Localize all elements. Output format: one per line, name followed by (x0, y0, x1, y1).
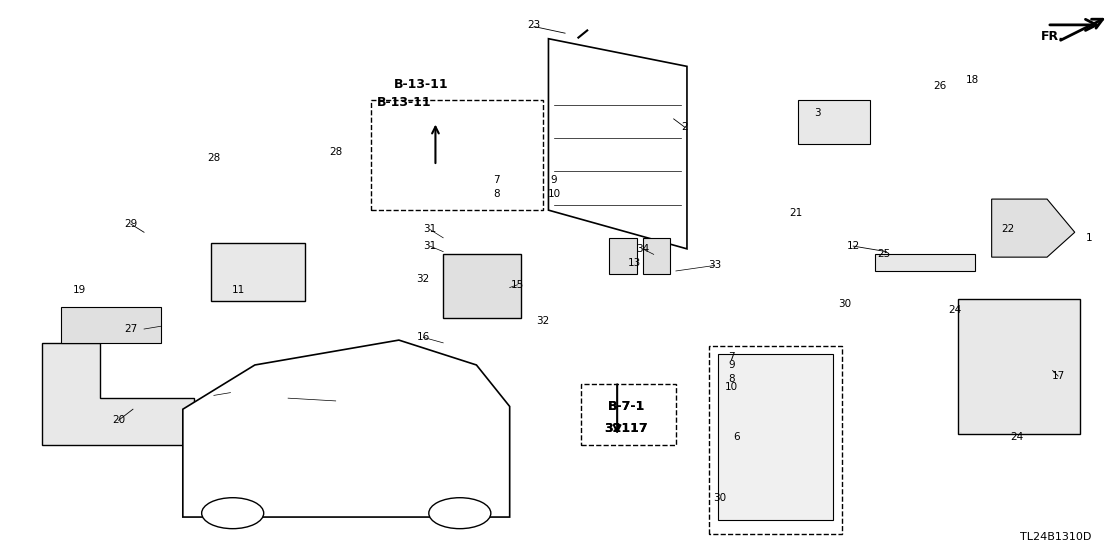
Polygon shape (798, 100, 870, 144)
Text: 24: 24 (1010, 432, 1024, 442)
Text: 29: 29 (124, 219, 137, 229)
Text: 17: 17 (1051, 371, 1065, 381)
Text: 3: 3 (814, 108, 821, 118)
Text: 31: 31 (423, 225, 437, 234)
Text: 32: 32 (417, 274, 430, 284)
Text: 31: 31 (423, 241, 437, 251)
Text: 34: 34 (636, 244, 649, 254)
Polygon shape (548, 39, 687, 249)
Text: 11: 11 (232, 285, 245, 295)
Text: 7: 7 (493, 175, 500, 185)
Text: 13: 13 (628, 258, 642, 268)
Polygon shape (609, 238, 637, 274)
Text: 28: 28 (207, 153, 220, 163)
Text: 1: 1 (1086, 233, 1092, 243)
Text: TL24B1310D: TL24B1310D (1020, 532, 1091, 542)
Text: 12: 12 (847, 241, 860, 251)
Text: 15: 15 (511, 280, 524, 290)
Polygon shape (643, 238, 670, 274)
Polygon shape (875, 254, 975, 271)
Text: 10: 10 (547, 189, 561, 199)
Text: B-7-1: B-7-1 (607, 400, 645, 413)
Text: 20: 20 (112, 415, 125, 425)
Text: 19: 19 (73, 285, 86, 295)
Text: 26: 26 (933, 81, 946, 91)
Polygon shape (443, 254, 521, 318)
Text: 24: 24 (948, 305, 962, 315)
Text: 30: 30 (714, 493, 727, 503)
Text: 7: 7 (728, 352, 735, 362)
Text: 32117: 32117 (604, 422, 648, 435)
Text: B-7-1: B-7-1 (607, 400, 645, 413)
Polygon shape (958, 299, 1080, 434)
Text: FR.: FR. (1040, 30, 1064, 44)
Text: 16: 16 (417, 332, 430, 342)
Text: 10: 10 (725, 382, 738, 392)
Text: 23: 23 (527, 20, 541, 30)
Text: 9: 9 (551, 175, 557, 185)
Text: 27: 27 (124, 324, 137, 334)
Text: 21: 21 (789, 208, 802, 218)
Polygon shape (42, 343, 194, 445)
Text: 25: 25 (878, 249, 891, 259)
Circle shape (429, 498, 491, 529)
Text: 6: 6 (733, 432, 740, 442)
Text: 32117: 32117 (604, 422, 648, 435)
Text: 32: 32 (536, 316, 550, 326)
Polygon shape (183, 340, 510, 517)
Text: 30: 30 (838, 299, 851, 309)
Text: B-13-11: B-13-11 (377, 96, 432, 109)
Text: 18: 18 (966, 75, 979, 85)
Text: 8: 8 (728, 374, 735, 384)
Text: B-13-11: B-13-11 (393, 78, 449, 91)
Polygon shape (992, 199, 1075, 257)
Text: 2: 2 (681, 122, 688, 132)
Polygon shape (61, 307, 161, 343)
Text: 28: 28 (329, 147, 342, 157)
Text: 9: 9 (728, 360, 735, 370)
Text: 8: 8 (493, 189, 500, 199)
Circle shape (202, 498, 264, 529)
Text: 33: 33 (708, 260, 721, 270)
Polygon shape (211, 243, 305, 301)
Polygon shape (718, 354, 833, 520)
Text: 22: 22 (1002, 225, 1015, 234)
